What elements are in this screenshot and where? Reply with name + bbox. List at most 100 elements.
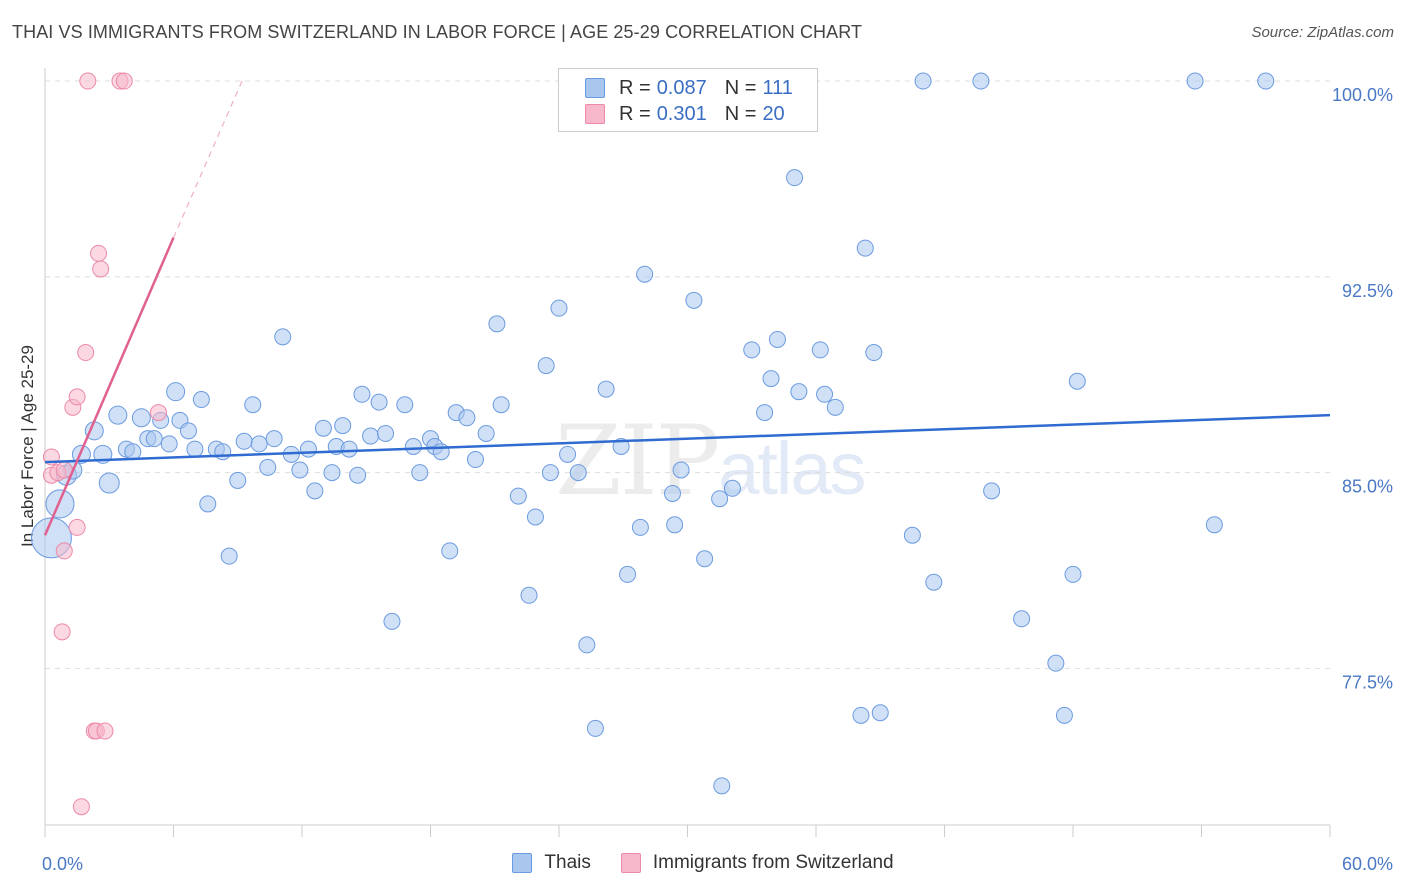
switzerland-trend-line <box>43 237 175 536</box>
thais-point <box>1205 516 1223 534</box>
legend-row-switzerland: R = 0.301 N = 20 <box>585 102 803 126</box>
thais-point <box>816 385 834 403</box>
watermark: ZIPatlas <box>555 405 867 517</box>
y-tick-label: 92.5% <box>1342 281 1393 301</box>
switzerland-trend-extension <box>172 80 243 238</box>
switzerland-point <box>68 388 86 406</box>
legend-swatch-switzerland <box>585 104 605 124</box>
switzerland-point <box>55 542 73 560</box>
legend-n-label: N = <box>724 102 757 125</box>
series-legend-switzerland[interactable]: Immigrants from Switzerland <box>620 852 894 874</box>
thais-point <box>925 573 943 591</box>
thais-point <box>541 464 559 482</box>
y-tick-label: 85.0% <box>1342 477 1393 497</box>
thais-point <box>713 777 731 795</box>
thais-point <box>214 443 232 461</box>
thais-point <box>509 487 527 505</box>
thais-point <box>160 435 178 453</box>
legend-r-value: 0.087 <box>656 76 707 99</box>
thais-point <box>550 299 568 317</box>
thais-point <box>377 424 395 442</box>
x-tick-label-min: 0.0% <box>42 854 83 874</box>
legend-n-value: 20 <box>762 102 785 125</box>
thais-point <box>179 422 197 440</box>
thais-point <box>526 508 544 526</box>
thais-point <box>192 391 210 409</box>
x-tick-label-max: 60.0% <box>1342 854 1393 874</box>
thais-point <box>349 466 367 484</box>
thais-point <box>340 440 358 458</box>
thais-point <box>711 490 729 508</box>
watermark-atlas: atlas <box>718 427 866 510</box>
thais-point <box>404 438 422 455</box>
thais-point <box>1186 72 1204 90</box>
chart-title: THAI VS IMMIGRANTS FROM SWITZERLAND IN L… <box>12 22 863 42</box>
thais-point <box>458 409 476 427</box>
thais-point <box>488 315 506 333</box>
thais-point <box>631 518 649 536</box>
thais-point <box>492 396 510 414</box>
switzerland-point <box>96 722 114 740</box>
legend-n-value: 111 <box>762 76 793 99</box>
thais-point <box>762 370 780 388</box>
series-legend-thais[interactable]: Thais <box>512 852 591 874</box>
thais-point <box>244 396 262 414</box>
thais-point <box>559 445 577 463</box>
thais-point <box>186 440 204 458</box>
legend-r-value: 0.301 <box>656 102 707 125</box>
thais-point <box>537 357 555 375</box>
thais-point <box>291 461 309 479</box>
watermark-zip: ZIP <box>555 405 720 517</box>
y-tick-label: 100.0% <box>1332 85 1393 105</box>
thais-point <box>220 547 238 565</box>
thais-point <box>145 430 163 448</box>
thais-point <box>314 419 332 437</box>
series-legend: Thais Immigrants from Switzerland <box>0 852 1406 874</box>
correlation-legend: R = 0.087 N = 111 R = 0.301 N = 20 <box>558 68 818 132</box>
thais-point <box>466 451 484 469</box>
thais-point <box>672 461 690 479</box>
thais-point <box>685 291 703 309</box>
thais-point <box>1257 72 1275 90</box>
thais-point <box>98 472 120 494</box>
thais-point <box>852 706 870 724</box>
thais-point <box>323 464 341 482</box>
thais-point <box>353 385 371 403</box>
thais-point <box>108 405 128 425</box>
source-credit: Source: ZipAtlas.com <box>1251 24 1394 41</box>
thais-point <box>636 265 654 283</box>
switzerland-point <box>115 72 133 90</box>
thais-point <box>362 427 380 445</box>
series-name-thais: Thais <box>544 852 591 873</box>
thais-trend-line <box>44 413 1331 464</box>
legend-swatch-thais <box>585 78 605 98</box>
thais-point <box>259 458 277 476</box>
thais-point <box>370 393 388 411</box>
thais-point <box>131 408 151 428</box>
thais-point <box>666 516 684 534</box>
thais-point <box>124 443 142 461</box>
thais-point <box>199 495 217 513</box>
thais-point <box>432 443 450 461</box>
thais-point <box>274 328 292 346</box>
thais-point <box>696 550 714 568</box>
switzerland-point <box>92 260 110 278</box>
thais-point <box>743 341 761 359</box>
thais-point <box>768 330 786 348</box>
thais-point <box>45 489 75 519</box>
thais-point <box>1068 372 1086 390</box>
series-swatch-switzerland <box>620 853 641 873</box>
switzerland-point <box>68 518 86 536</box>
switzerland-point <box>77 344 95 362</box>
thais-point <box>790 383 808 401</box>
thais-point <box>612 438 630 455</box>
thais-point <box>477 424 495 442</box>
thais-point <box>597 380 615 398</box>
legend-row-thais: R = 0.087 N = 111 <box>585 76 811 100</box>
legend-n-label: N = <box>724 76 757 99</box>
y-tick-label: 77.5% <box>1342 672 1393 692</box>
thais-point <box>1013 610 1031 628</box>
switzerland-point <box>79 72 97 90</box>
thais-point <box>569 464 587 482</box>
